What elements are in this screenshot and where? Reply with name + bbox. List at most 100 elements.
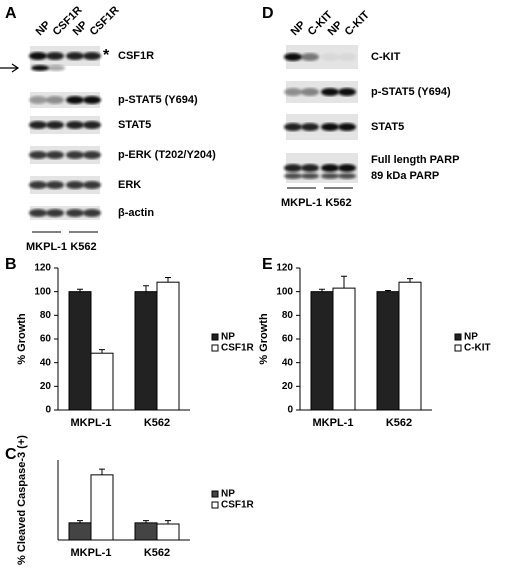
legend-label: NP: [221, 332, 235, 343]
band: [31, 65, 49, 71]
error-bar: [407, 278, 413, 283]
band: [301, 123, 319, 131]
band: [83, 181, 101, 189]
bar: [156, 281, 180, 411]
bar: [68, 522, 92, 541]
legend-swatch: [454, 344, 462, 352]
band: [301, 88, 319, 96]
blot-strip: [30, 116, 100, 134]
y-tick-label: 80: [282, 310, 294, 321]
bar: [134, 522, 158, 541]
row-label: STAT5: [371, 121, 404, 133]
bar: [398, 281, 422, 411]
error-bar: [143, 285, 149, 292]
band: [338, 53, 356, 61]
band: [284, 88, 302, 96]
x-tick-label: MKPL-1: [71, 417, 112, 429]
lane-label: C-KIT: [343, 9, 372, 38]
band: [66, 52, 84, 60]
band: [83, 121, 101, 129]
blot-strip: [30, 206, 100, 220]
legend-label: CSF1R: [221, 343, 255, 354]
row-label: p-STAT5 (Y694): [371, 86, 451, 98]
band: [83, 209, 101, 217]
band: [83, 96, 101, 104]
band: [321, 123, 339, 131]
y-tick-label: 0: [45, 405, 51, 416]
y-tick-label: 20: [282, 381, 294, 392]
legend-label: CSF1R: [221, 500, 255, 511]
legend-swatch: [211, 490, 219, 498]
band: [83, 151, 101, 159]
error-bar: [143, 520, 149, 523]
arrow: [0, 63, 20, 73]
bar: [310, 291, 334, 411]
y-tick-label: 40: [282, 357, 294, 368]
error-bar: [165, 276, 171, 283]
legend-label: NP: [221, 489, 235, 500]
band: [29, 52, 47, 60]
y-tick-label: 80: [40, 310, 52, 321]
row-label: C-KIT: [371, 51, 401, 63]
band: [46, 181, 64, 189]
panel-letter: E: [262, 256, 273, 273]
row-label: Full length PARP: [371, 154, 459, 166]
row-label: β-actin: [118, 207, 154, 219]
row-label: CSF1R: [118, 50, 154, 62]
y-tick-label: 100: [276, 286, 293, 297]
band: [284, 164, 302, 172]
group-label: K562: [70, 241, 96, 253]
band: [321, 53, 339, 61]
band: [66, 121, 84, 129]
bar: [376, 291, 400, 411]
band: [338, 88, 356, 96]
panel-letter: D: [262, 5, 274, 22]
x-tick-label: K562: [144, 547, 170, 559]
band: [29, 209, 47, 217]
band: [47, 65, 65, 71]
band: [83, 52, 101, 60]
band: [29, 181, 47, 189]
lane-label: NP: [289, 19, 308, 38]
bar: [90, 474, 114, 541]
band: [284, 123, 302, 131]
row-label: ERK: [118, 179, 141, 191]
band: [321, 88, 339, 96]
y-tick-label: 100: [34, 286, 51, 297]
error-bar: [341, 275, 347, 289]
error-bar: [165, 520, 171, 524]
bar: [134, 291, 158, 411]
error-bar: [77, 288, 83, 292]
y-tick-label: 60: [282, 334, 294, 345]
lane-label: NP: [34, 19, 53, 38]
band: [29, 121, 47, 129]
error-bar: [319, 288, 325, 292]
band: [29, 151, 47, 159]
band: [338, 173, 356, 179]
error-bar: [99, 468, 105, 475]
legend-swatch: [211, 501, 219, 509]
x-tick-label: MKPL-1: [71, 547, 112, 559]
row-label: p-STAT5 (Y694): [118, 94, 198, 106]
y-axis-title: % Growth: [16, 313, 28, 365]
bar: [156, 523, 180, 541]
band: [301, 164, 319, 172]
band: [284, 53, 302, 61]
bar: [90, 352, 114, 411]
y-tick-label: 120: [34, 263, 51, 274]
asterisk: *: [103, 47, 110, 64]
x-tick-label: K562: [386, 417, 412, 429]
y-tick-label: 0: [287, 405, 293, 416]
band: [46, 121, 64, 129]
bar: [68, 291, 92, 411]
legend-swatch: [211, 344, 219, 352]
y-axis-title: % Cleaved Caspase-3 (+): [16, 435, 28, 565]
legend-swatch: [211, 333, 219, 341]
row-label: 89 kDa PARP: [371, 170, 439, 182]
x-tick-label: MKPL-1: [313, 417, 354, 429]
panel-letter: C: [5, 446, 17, 463]
y-tick-label: 40: [40, 357, 52, 368]
error-bar: [77, 520, 83, 523]
group-label: MKPL-1: [281, 197, 322, 209]
